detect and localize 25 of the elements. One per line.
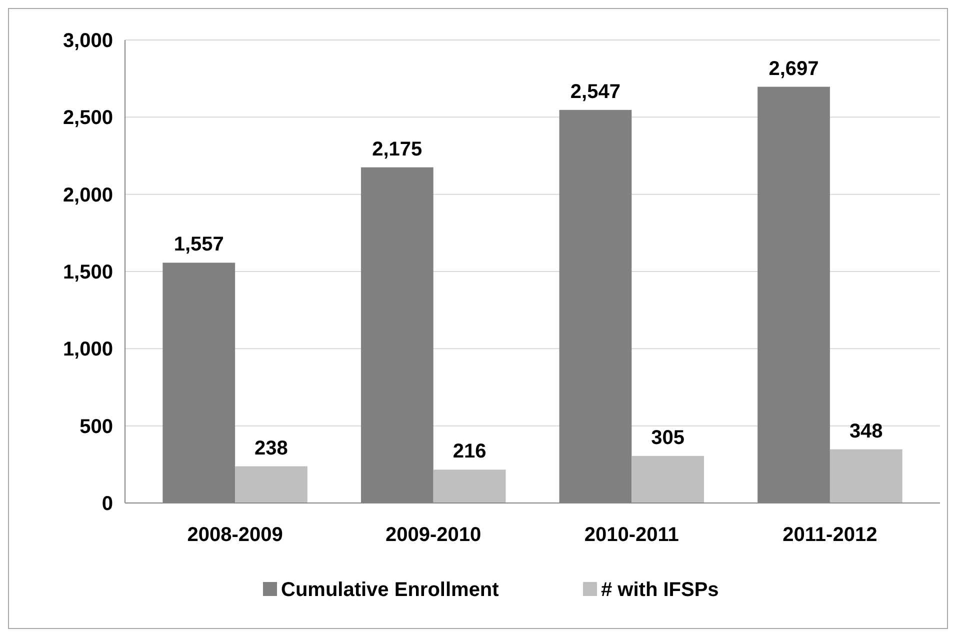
- y-tick-label: 2,500: [62, 107, 113, 130]
- bar: [235, 466, 308, 503]
- legend-label: # with IFSPs: [601, 579, 719, 601]
- x-tick-label: 2011-2012: [782, 524, 878, 546]
- data-label: 216: [452, 440, 486, 463]
- y-tick-label: 0: [102, 493, 113, 515]
- y-tick-label: 500: [80, 416, 113, 438]
- data-label: 238: [254, 437, 288, 460]
- bar: [632, 456, 704, 503]
- bar: [830, 449, 902, 503]
- data-label: 2,697: [768, 58, 819, 80]
- data-label: 1,557: [174, 234, 224, 256]
- data-label: 305: [651, 426, 685, 449]
- legend-label: Cumulative Enrollment: [281, 579, 500, 601]
- bar: [433, 470, 506, 503]
- y-tick-label: 1,000: [62, 338, 113, 361]
- data-label: 2,175: [372, 138, 422, 160]
- x-tick-label: 2009-2010: [386, 524, 482, 546]
- data-label: 2,547: [570, 80, 620, 103]
- y-tick-label: 1,500: [62, 262, 113, 284]
- y-tick-label: 2,000: [62, 184, 113, 206]
- data-label: 348: [849, 420, 883, 442]
- y-tick-label: 3,000: [62, 30, 113, 52]
- x-tick-label: 2008-2009: [187, 524, 283, 546]
- x-tick-label: 2010-2011: [584, 524, 679, 546]
